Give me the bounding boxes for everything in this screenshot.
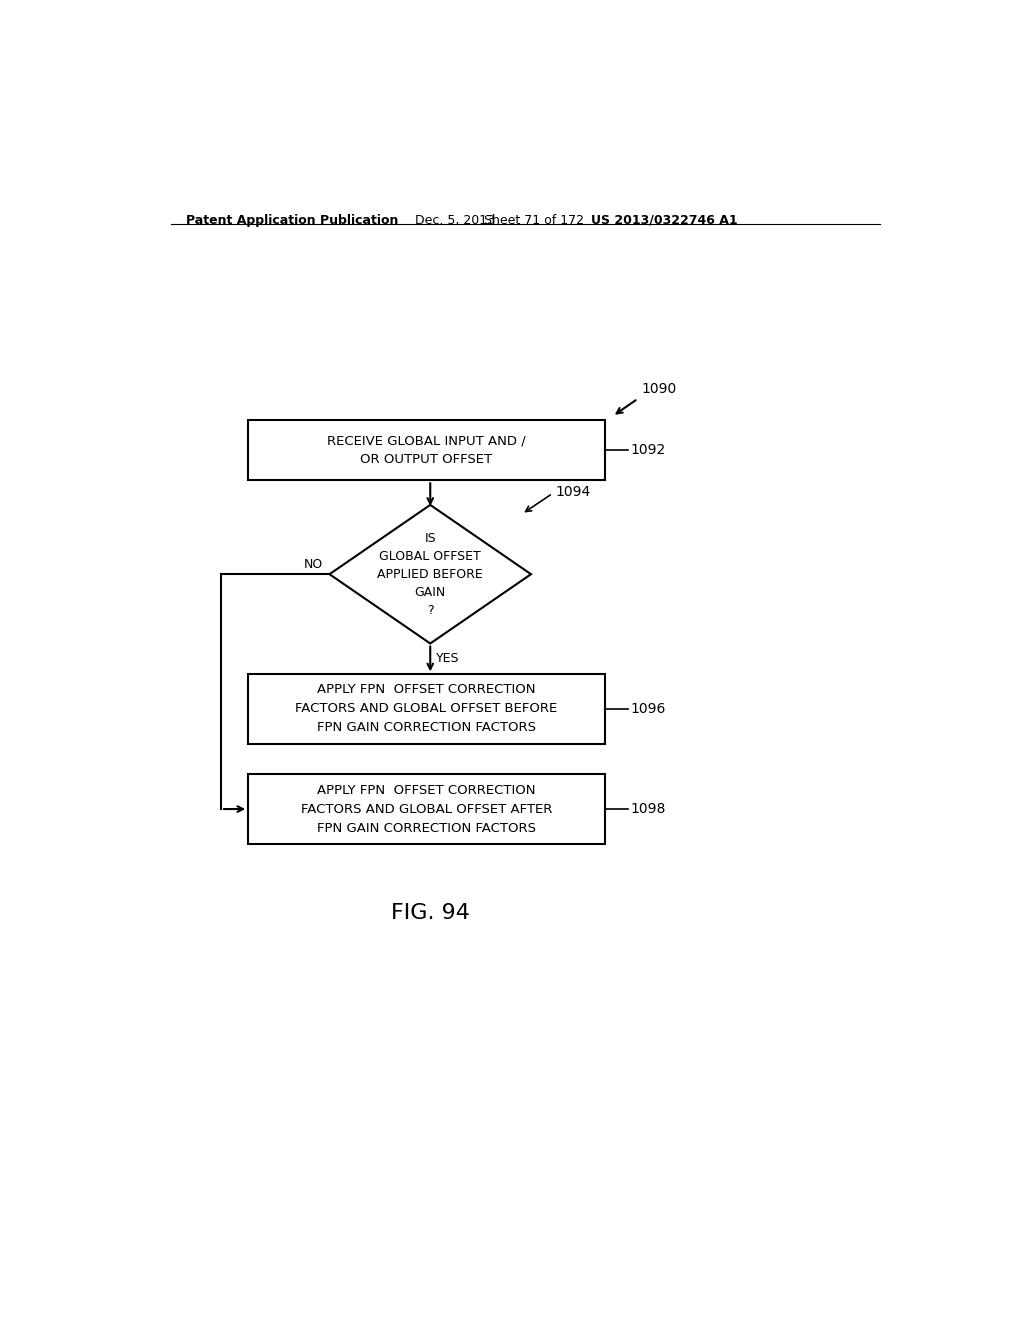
Polygon shape (330, 506, 531, 644)
FancyBboxPatch shape (248, 420, 604, 480)
Text: 1092: 1092 (630, 444, 666, 457)
Text: Dec. 5, 2013: Dec. 5, 2013 (415, 214, 495, 227)
Text: IS
GLOBAL OFFSET
APPLIED BEFORE
GAIN
?: IS GLOBAL OFFSET APPLIED BEFORE GAIN ? (378, 532, 483, 616)
Text: FIG. 94: FIG. 94 (391, 903, 470, 923)
Text: 1094: 1094 (556, 484, 591, 499)
Text: US 2013/0322746 A1: US 2013/0322746 A1 (592, 214, 738, 227)
FancyBboxPatch shape (248, 775, 604, 843)
Text: YES: YES (436, 652, 460, 665)
Text: Patent Application Publication: Patent Application Publication (186, 214, 398, 227)
Text: APPLY FPN  OFFSET CORRECTION
FACTORS AND GLOBAL OFFSET BEFORE
FPN GAIN CORRECTIO: APPLY FPN OFFSET CORRECTION FACTORS AND … (295, 684, 557, 734)
Text: 1090: 1090 (641, 381, 676, 396)
Text: RECEIVE GLOBAL INPUT AND /
OR OUTPUT OFFSET: RECEIVE GLOBAL INPUT AND / OR OUTPUT OFF… (327, 434, 525, 466)
Text: APPLY FPN  OFFSET CORRECTION
FACTORS AND GLOBAL OFFSET AFTER
FPN GAIN CORRECTION: APPLY FPN OFFSET CORRECTION FACTORS AND … (301, 784, 552, 834)
Text: 1098: 1098 (630, 803, 666, 816)
Text: NO: NO (304, 558, 324, 572)
FancyBboxPatch shape (248, 675, 604, 743)
Text: Sheet 71 of 172: Sheet 71 of 172 (484, 214, 585, 227)
Text: 1096: 1096 (630, 702, 666, 715)
